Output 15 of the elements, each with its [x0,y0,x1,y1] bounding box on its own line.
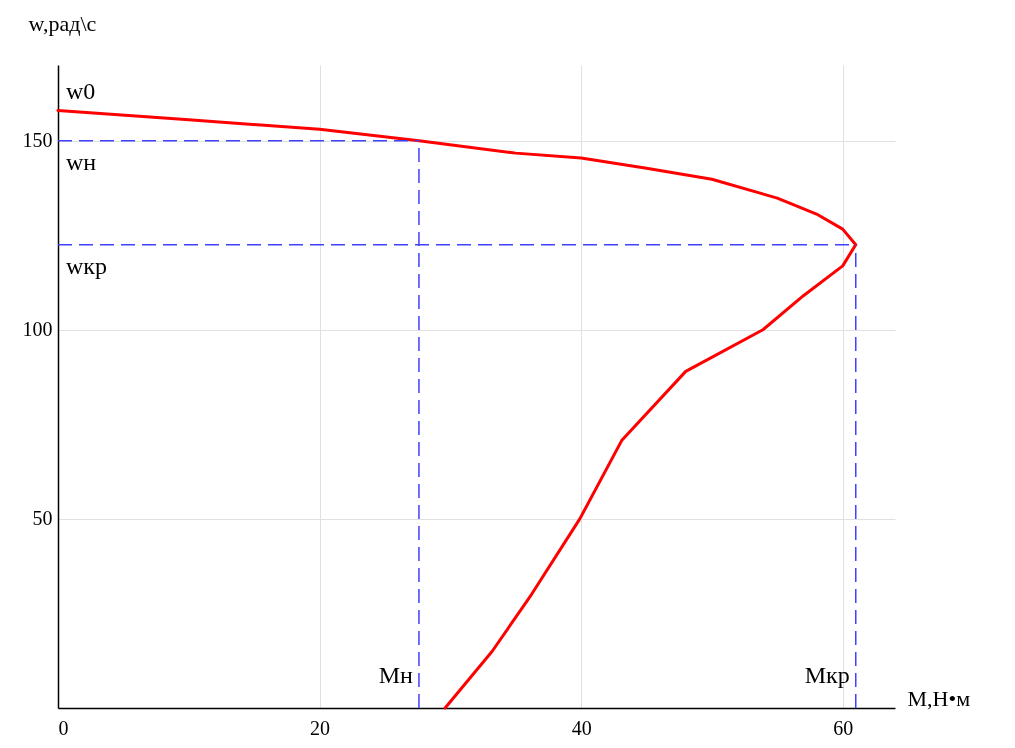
ref-line-label: Mкр [804,662,850,688]
y-tick-label: 150 [22,129,53,152]
x-tick-label: 60 [833,716,854,739]
x-axis-title: M,Н•м [907,685,971,711]
ref-line-label: Mн [378,662,414,688]
annotation: w0 [66,78,96,105]
line-series [56,108,858,710]
y-tick-label: 100 [22,318,53,341]
ref-line-label: wкр [66,252,107,279]
ref-line-label: wн [66,148,97,175]
x-tick-label: 0 [58,716,69,739]
y-axis-title: w,рад\с [28,10,97,36]
y-tick-label: 50 [32,507,53,530]
x-tick-label: 40 [571,716,592,739]
x-tick-label: 20 [310,716,331,739]
